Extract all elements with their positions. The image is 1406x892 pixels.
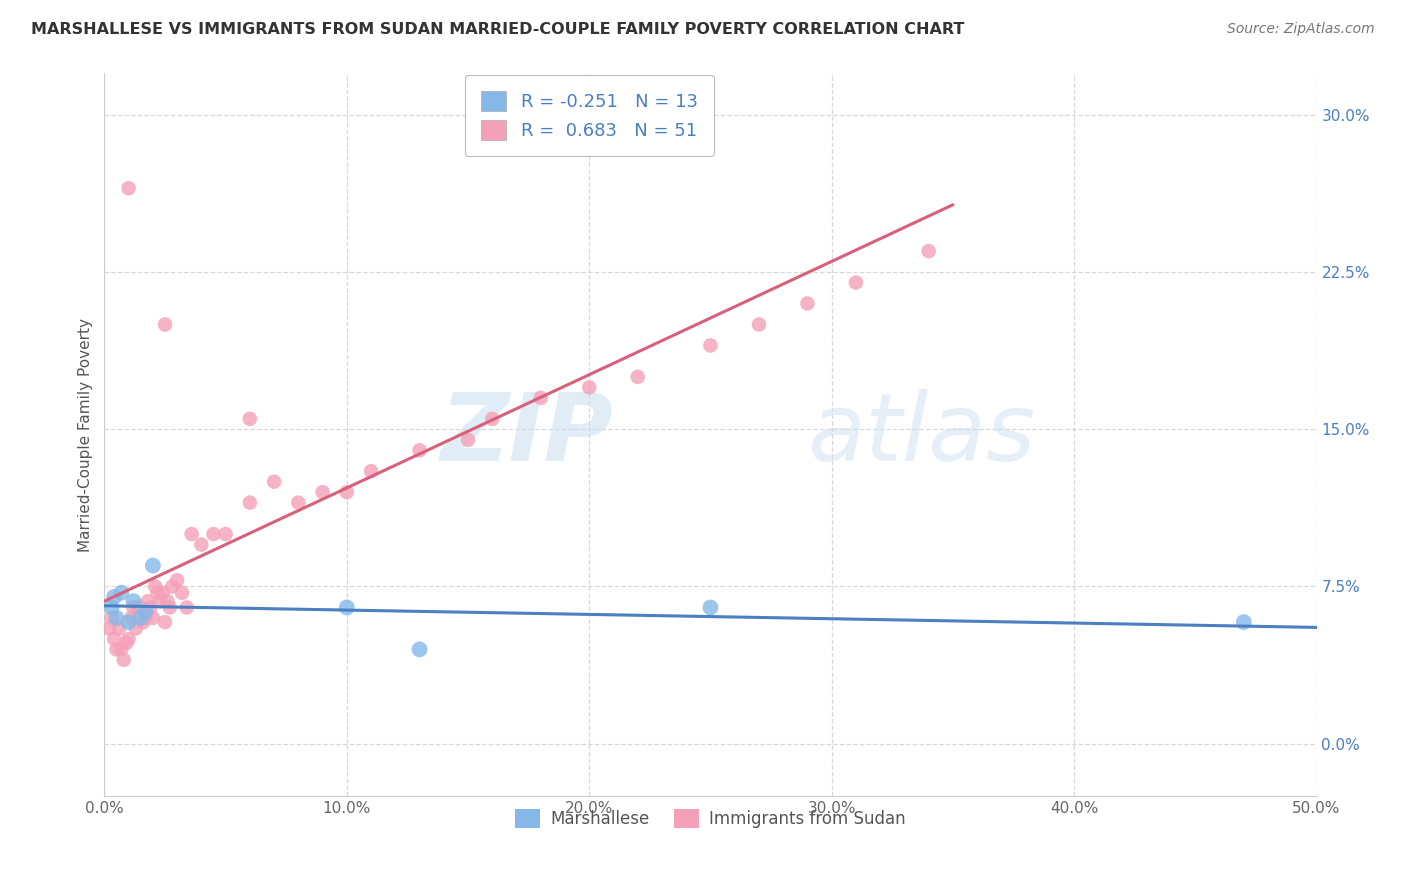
Point — [142, 558, 165, 573]
Point — [127, 600, 149, 615]
Point — [152, 586, 174, 600]
Point — [202, 527, 225, 541]
Point — [311, 485, 333, 500]
Point — [263, 475, 285, 489]
Point — [103, 590, 125, 604]
Point — [336, 485, 359, 500]
Point — [129, 611, 152, 625]
Point — [112, 653, 135, 667]
Point — [408, 443, 430, 458]
Point — [117, 615, 139, 629]
Point — [159, 600, 181, 615]
Point — [143, 580, 166, 594]
Point — [135, 611, 157, 625]
Point — [748, 318, 770, 332]
Point — [845, 276, 868, 290]
Point — [105, 642, 128, 657]
Y-axis label: Married-Couple Family Poverty: Married-Couple Family Poverty — [79, 318, 93, 551]
Point — [149, 594, 172, 608]
Text: ZIP: ZIP — [440, 389, 613, 481]
Point — [122, 600, 145, 615]
Point — [917, 244, 939, 259]
Point — [239, 496, 262, 510]
Point — [100, 600, 122, 615]
Point — [239, 412, 262, 426]
Point — [115, 636, 138, 650]
Point — [627, 370, 650, 384]
Point — [578, 380, 600, 394]
Point — [153, 318, 176, 332]
Point — [105, 611, 128, 625]
Point — [1233, 615, 1256, 629]
Point — [170, 586, 193, 600]
Point — [408, 642, 430, 657]
Point — [129, 600, 152, 615]
Point — [699, 600, 721, 615]
Point — [122, 594, 145, 608]
Point — [190, 538, 212, 552]
Point — [153, 615, 176, 629]
Legend: Marshallese, Immigrants from Sudan: Marshallese, Immigrants from Sudan — [509, 803, 912, 835]
Point — [110, 642, 132, 657]
Point — [166, 573, 188, 587]
Point — [146, 586, 169, 600]
Point — [481, 412, 503, 426]
Point — [110, 586, 132, 600]
Point — [796, 296, 818, 310]
Point — [699, 338, 721, 352]
Point — [117, 632, 139, 646]
Point — [176, 600, 198, 615]
Point — [156, 594, 179, 608]
Point — [214, 527, 236, 541]
Text: Source: ZipAtlas.com: Source: ZipAtlas.com — [1227, 22, 1375, 37]
Text: atlas: atlas — [807, 389, 1036, 480]
Point — [98, 621, 121, 635]
Point — [457, 433, 479, 447]
Text: MARSHALLESE VS IMMIGRANTS FROM SUDAN MARRIED-COUPLE FAMILY POVERTY CORRELATION C: MARSHALLESE VS IMMIGRANTS FROM SUDAN MAR… — [31, 22, 965, 37]
Point — [481, 139, 503, 153]
Point — [100, 611, 122, 625]
Point — [139, 600, 162, 615]
Point — [336, 600, 359, 615]
Point — [136, 594, 159, 608]
Point — [142, 611, 165, 625]
Point — [360, 464, 382, 478]
Point — [287, 496, 309, 510]
Point — [162, 580, 184, 594]
Point — [108, 621, 131, 635]
Point — [103, 632, 125, 646]
Point — [135, 605, 157, 619]
Point — [117, 181, 139, 195]
Point — [530, 391, 553, 405]
Point — [120, 611, 142, 625]
Point — [132, 615, 155, 629]
Point — [125, 621, 148, 635]
Point — [180, 527, 202, 541]
